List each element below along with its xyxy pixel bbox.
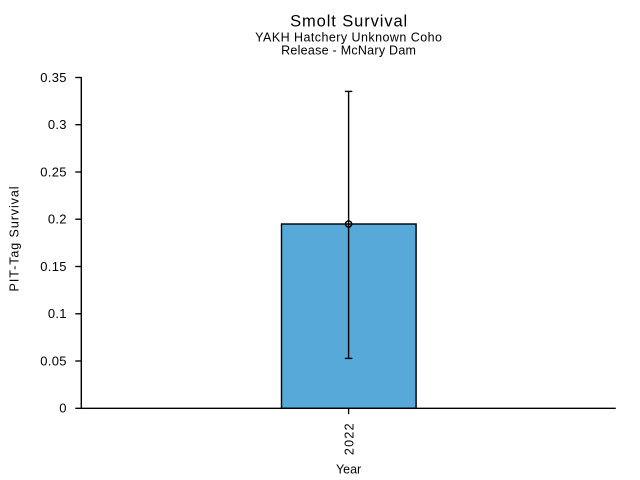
svg-text:0.2: 0.2 xyxy=(48,212,67,227)
svg-text:YAKH Hatchery Unknown Coho: YAKH Hatchery Unknown Coho xyxy=(255,30,442,44)
svg-text:0.1: 0.1 xyxy=(48,306,67,321)
svg-text:0.15: 0.15 xyxy=(40,259,67,274)
svg-text:2022: 2022 xyxy=(343,422,357,455)
svg-text:Release - McNary Dam: Release - McNary Dam xyxy=(281,44,416,58)
svg-text:0.05: 0.05 xyxy=(40,353,67,368)
svg-text:0.25: 0.25 xyxy=(40,164,67,179)
svg-text:0: 0 xyxy=(59,401,67,416)
svg-text:0.35: 0.35 xyxy=(40,70,67,85)
svg-text:Smolt Survival: Smolt Survival xyxy=(290,13,408,31)
svg-text:0.3: 0.3 xyxy=(48,117,67,132)
svg-text:PIT-Tag Survival: PIT-Tag Survival xyxy=(8,186,22,292)
svg-text:Year: Year xyxy=(336,462,361,476)
